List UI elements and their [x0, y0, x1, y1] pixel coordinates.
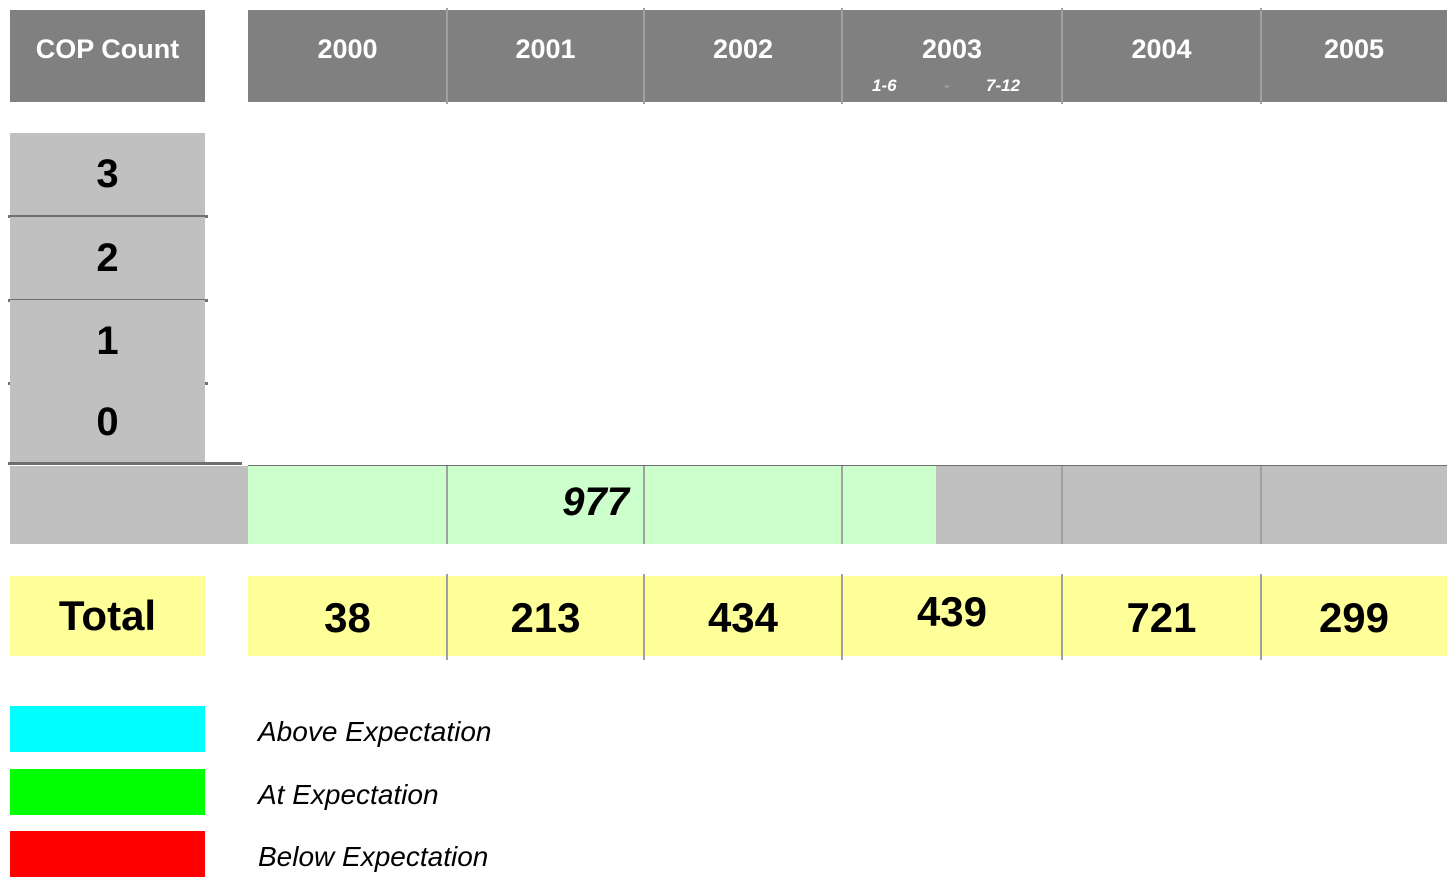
band-value: 977: [562, 480, 629, 524]
separator: [1061, 574, 1063, 660]
separator: [446, 574, 448, 660]
separator: [446, 466, 448, 544]
legend-label: At Expectation: [258, 779, 439, 810]
separator: [841, 466, 843, 544]
total-value: 434: [644, 576, 842, 656]
year-header: 2004: [1062, 10, 1261, 102]
separator: [841, 574, 843, 660]
separator: [1260, 466, 1262, 544]
band-top-line: [248, 465, 1447, 466]
year-header: 2003: [842, 10, 1062, 102]
row-line: [8, 462, 242, 465]
legend-swatch: [10, 769, 205, 815]
separator: [1061, 466, 1063, 544]
band-gray: [936, 466, 1447, 544]
half-label: 7-12: [986, 76, 1021, 95]
legend-swatch: [10, 831, 205, 877]
year-header: 2005: [1261, 10, 1447, 102]
total-value: 439: [842, 576, 1062, 656]
total-value: 299: [1261, 576, 1447, 656]
legend-label: Below Expectation: [258, 841, 489, 872]
separator: [446, 8, 448, 104]
row-label: 2: [10, 217, 205, 299]
separator: [1260, 8, 1262, 104]
row-label: 0: [10, 382, 205, 462]
year-header: 2000: [248, 10, 447, 102]
row-line: [8, 215, 208, 218]
legend-swatch: [10, 706, 205, 752]
legend-label: Above Expectation: [258, 716, 492, 747]
year-header: 2001: [447, 10, 644, 102]
separator: [1260, 574, 1262, 660]
separator: [841, 8, 843, 104]
band-green: [248, 466, 936, 544]
separator: [643, 466, 645, 544]
half-label: -: [944, 76, 950, 95]
band-left: [10, 466, 248, 544]
row-label: 3: [10, 133, 205, 215]
total-value: 213: [447, 576, 644, 656]
separator: [643, 8, 645, 104]
total-label: Total: [10, 576, 205, 656]
total-value: 721: [1062, 576, 1261, 656]
corner-header: COP Count: [10, 10, 205, 102]
row-label: 1: [10, 300, 205, 382]
half-label: 1-6: [872, 76, 897, 95]
year-header: 2002: [644, 10, 842, 102]
separator: [643, 574, 645, 660]
separator: [1061, 8, 1063, 104]
total-value: 38: [248, 576, 447, 656]
